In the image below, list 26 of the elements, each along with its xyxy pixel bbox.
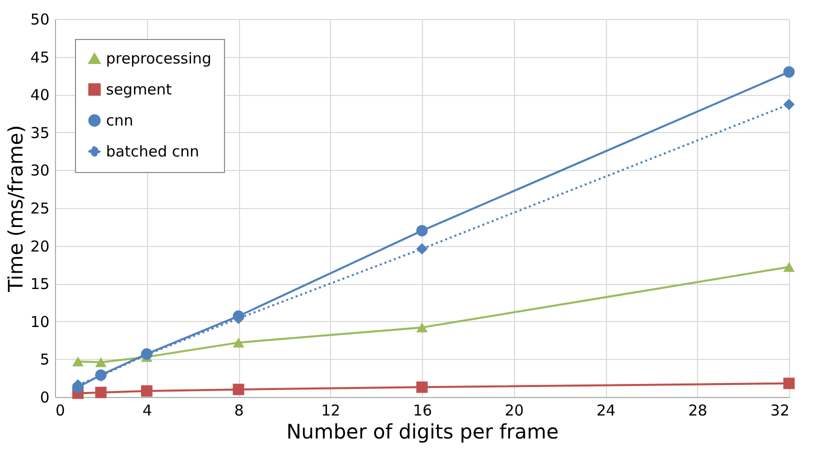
x-axis-title: Number of digits per frame: [286, 420, 559, 444]
y-tick-label: 15: [30, 275, 50, 294]
legend-label: cnn: [106, 112, 134, 130]
legend-label: batched cnn: [106, 142, 200, 160]
y-tick-label: 40: [30, 86, 50, 104]
y-tick-label: 10: [30, 312, 50, 331]
x-tick-label: 8: [234, 402, 244, 420]
y-tick-label: 35: [30, 124, 50, 142]
x-tick-label: 0: [56, 402, 66, 420]
x-tick-label: 28: [688, 402, 708, 420]
y-tick-label: 25: [30, 200, 50, 218]
x-tick-label: 12: [321, 402, 340, 420]
x-tick-label: 16: [412, 402, 432, 420]
y-tick-label: 20: [30, 237, 50, 256]
x-tick-label: 24: [596, 402, 616, 420]
legend-label: preprocessing: [106, 50, 212, 68]
x-tick-label: 20: [504, 402, 524, 420]
x-tick-label: 4: [142, 402, 152, 420]
y-tick-label: 50: [30, 10, 50, 28]
x-tick-label: 32: [770, 402, 790, 420]
y-tick-label: 5: [40, 350, 50, 369]
y-tick-label: 0: [40, 388, 50, 406]
y-axis-title: Time (ms/frame): [3, 125, 28, 293]
y-tick-label: 30: [30, 162, 50, 180]
legend-label: segment: [106, 80, 172, 98]
y-tick-label: 45: [30, 48, 50, 66]
